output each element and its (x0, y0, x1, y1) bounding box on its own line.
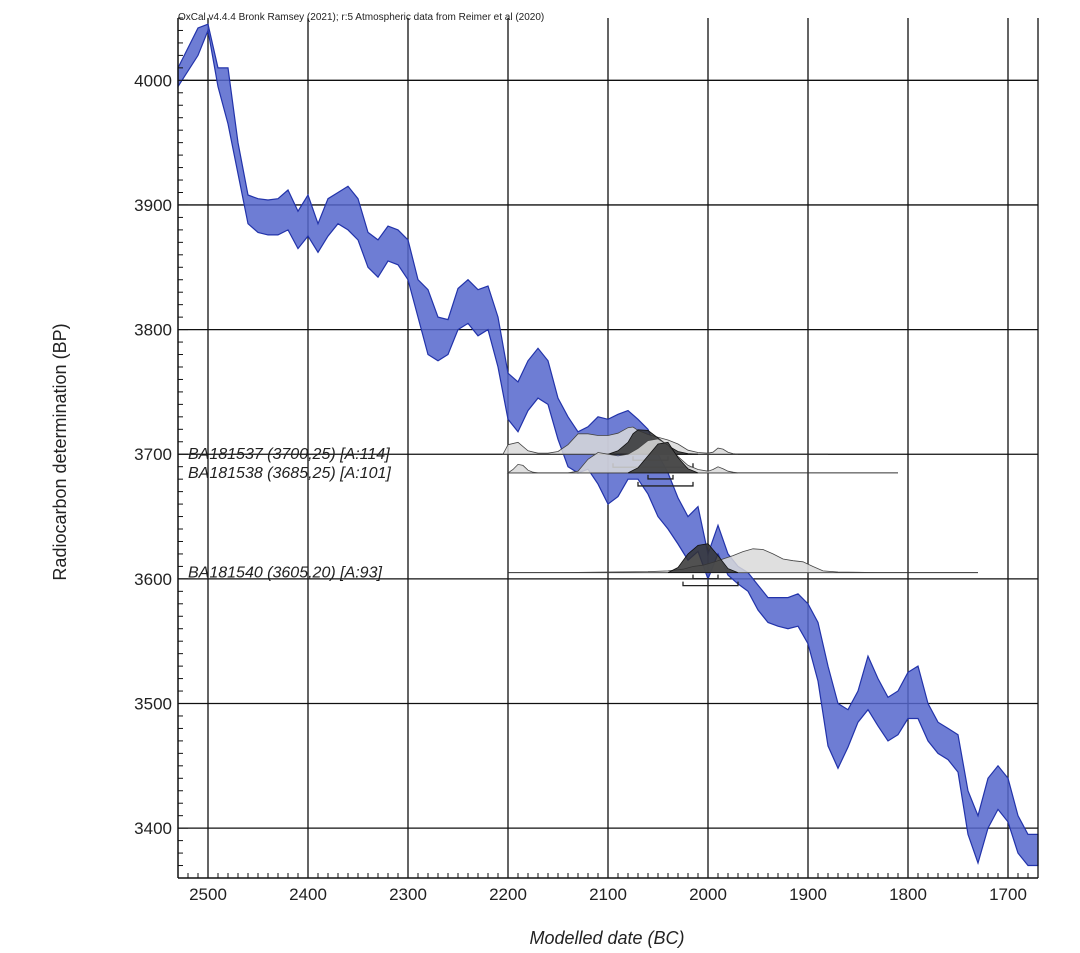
x-tick-label: 1700 (989, 885, 1027, 904)
axes: 2500 2400 2300 2200 2100 2000 1900 1800 1700 4000… (134, 17, 1039, 904)
sample-label: BA181537 (3700,25) [A:114] (188, 446, 390, 463)
y-tick-label: 3400 (134, 819, 172, 838)
x-tick-label: 2300 (389, 885, 427, 904)
x-tick-label: 1800 (889, 885, 927, 904)
y-tick-label: 4000 (134, 71, 172, 90)
posterior-distribution (667, 543, 739, 573)
prior-distribution (502, 426, 739, 455)
y-tick-label: 3500 (134, 695, 172, 714)
y-axis-title: Radiocarbon determination (BP) (50, 323, 70, 580)
x-axis-title: Modelled date (BC) (529, 928, 684, 948)
chart-credit: OxCal v4.4.4 Bronk Ramsey (2021); r:5 At… (178, 12, 544, 23)
range-bracket (682, 581, 739, 587)
y-tick-label: 3700 (134, 445, 172, 464)
x-tick-label: 2000 (689, 885, 727, 904)
x-tick-label: 2200 (489, 885, 527, 904)
posterior-distribution (627, 441, 699, 474)
sample-distributions: BA181537 (3700,25) [A:114] BA181538 (3685… (188, 426, 978, 587)
range-bracket (637, 481, 694, 487)
x-tick-label: 2400 (289, 885, 327, 904)
y-tick-label: 3900 (134, 196, 172, 215)
range-bracket (647, 474, 674, 480)
x-tick-label: 2100 (589, 885, 627, 904)
range-bracket (692, 574, 719, 580)
sample-3: BA181540 (3605,20) [A:93] (188, 543, 978, 587)
y-tick-label: 3800 (134, 321, 172, 340)
x-tick-label: 1900 (789, 885, 827, 904)
sample-label: BA181540 (3605,20) [A:93] (188, 565, 382, 582)
y-tick-label: 3600 (134, 570, 172, 589)
sample-label: BA181538 (3685,25) [A:101] (188, 465, 391, 482)
x-tick-label: 2500 (189, 885, 227, 904)
sample-2: BA181538 (3685,25) [A:101] (188, 438, 898, 487)
